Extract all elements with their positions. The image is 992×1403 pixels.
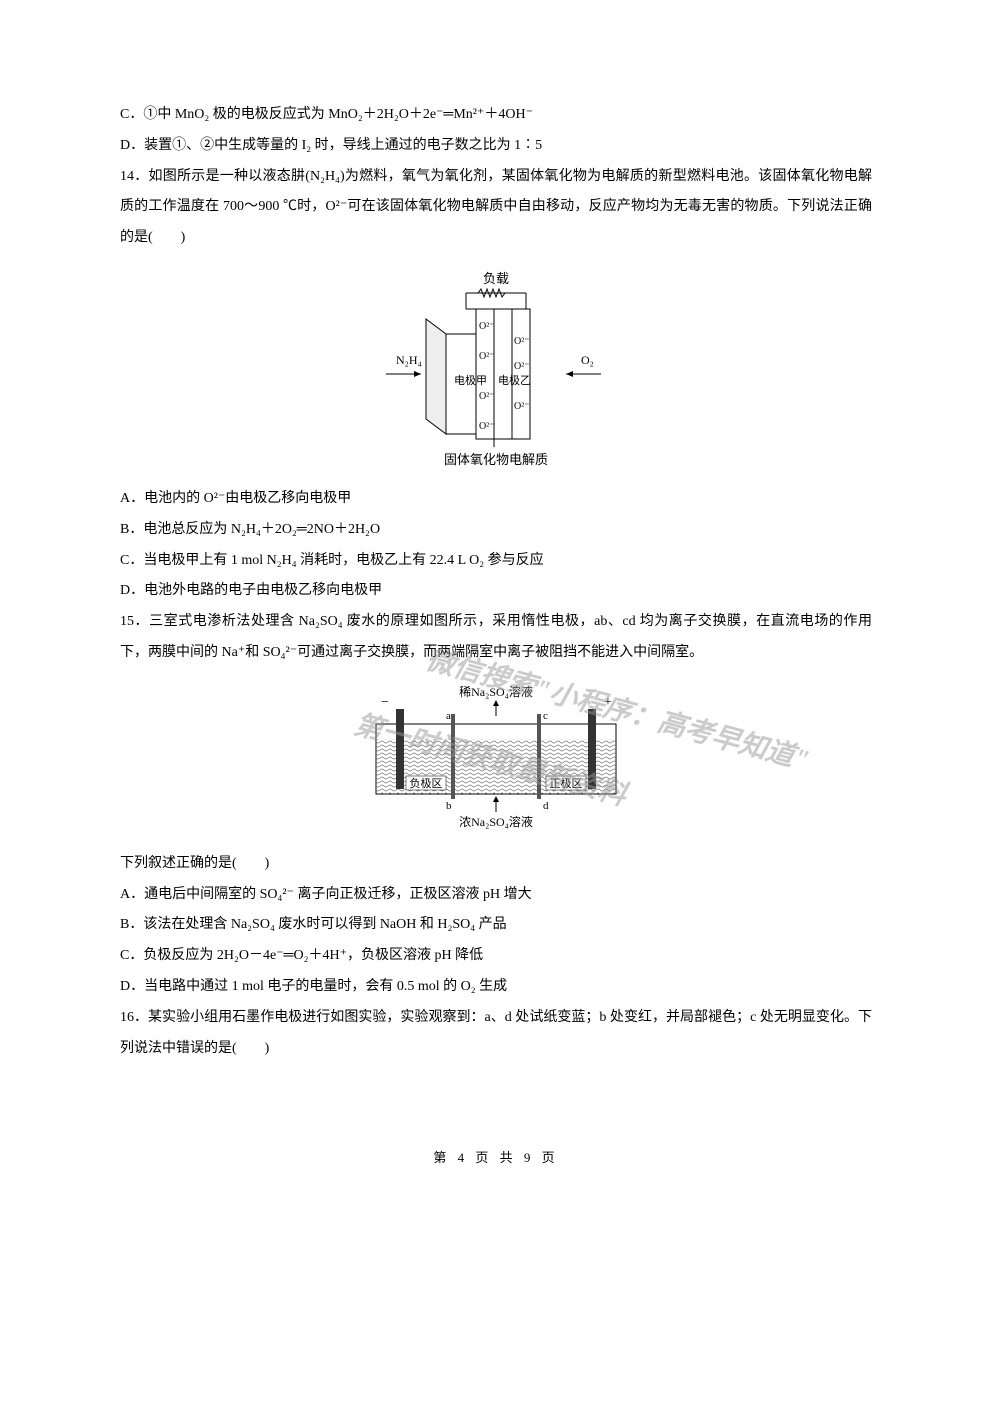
option-15a: A．通电后中间隔室的 SO₄²⁻ 离子向正极迁移，正极区溶液 pH 增大	[120, 880, 872, 911]
top-label: 稀Na₂SO₄溶液	[459, 684, 533, 699]
o2minus-6: O²⁻	[514, 361, 530, 372]
fuel-cell-diagram: 负载 N₂H₄ O₂ 电极甲 电极乙 O²⁻ O²⁻ O²⁻ O²⁻ O²⁻ O…	[366, 269, 626, 469]
question-15: 15．三室式电渗析法处理含 Na₂SO₄ 废水的原理如图所示，采用惰性电极，ab…	[120, 607, 872, 669]
option-14c: C．当电极甲上有 1 mol N₂H₄ 消耗时，电极乙上有 22.4 L O₂ …	[120, 546, 872, 577]
option-15c: C．负极反应为 2H₂O－4e⁻═O₂＋4H⁺，负极区溶液 pH 降低	[120, 941, 872, 972]
figure-2: 稀Na₂SO₄溶液 − + a b c d 负极区 正极区 浓Na₂SO₄溶液	[120, 684, 872, 834]
question-15-tail: 下列叙述正确的是( )	[120, 849, 872, 880]
figure-1: 负载 N₂H₄ O₂ 电极甲 电极乙 O²⁻ O²⁻ O²⁻ O²⁻ O²⁻ O…	[120, 269, 872, 469]
o2minus-4: O²⁻	[479, 421, 495, 432]
question-16: 16．某实验小组用石墨作电极进行如图实验，实验观察到：a、d 处试纸变蓝；b 处…	[120, 1003, 872, 1065]
option-13d: D．装置①、②中生成等量的 I₂ 时，导线上通过的电子数之比为 1∶5	[120, 131, 872, 162]
pos-zone: 正极区	[550, 776, 583, 790]
page-footer: 第 4 页 共 9 页	[120, 1144, 872, 1173]
option-13c: C．①中 MnO₂ 极的电极反应式为 MnO₂＋2H₂O＋2e⁻═Mn²⁺＋4O…	[120, 100, 872, 131]
label-a: a	[446, 710, 451, 722]
n2h4-label: N₂H₄	[396, 353, 422, 367]
option-14b: B．电池总反应为 N₂H₄＋2O₂═2NO＋2H₂O	[120, 515, 872, 546]
option-15b: B．该法在处理含 Na₂SO₄ 废水时可以得到 NaOH 和 H₂SO₄ 产品	[120, 910, 872, 941]
fig1-caption: 固体氧化物电解质	[444, 452, 548, 467]
option-14a: A．电池内的 O²⁻由电极乙移向电极甲	[120, 484, 872, 515]
option-14d: D．电池外电路的电子由电极乙移向电极甲	[120, 576, 872, 607]
o2minus-2: O²⁻	[479, 351, 495, 362]
o2minus-3: O²⁻	[479, 391, 495, 402]
option-15d: D．当电路中通过 1 mol 电子的电量时，会有 0.5 mol 的 O₂ 生成	[120, 972, 872, 1003]
label-c: c	[543, 710, 548, 722]
o2minus-5: O²⁻	[514, 336, 530, 347]
load-label: 负载	[483, 271, 509, 286]
minus-label: −	[381, 695, 389, 710]
plus-label: +	[604, 695, 612, 710]
label-d: d	[543, 800, 549, 812]
label-b: b	[446, 800, 452, 812]
o2minus-7: O²⁻	[514, 401, 530, 412]
o2minus-1: O²⁻	[479, 321, 495, 332]
neg-zone: 负极区	[410, 776, 443, 790]
elec-a-label: 电极甲	[454, 373, 487, 387]
o2-label: O₂	[581, 353, 594, 367]
question-14: 14．如图所示是一种以液态肼(N₂H₄)为燃料，氧气为氧化剂，某固体氧化物为电解…	[120, 162, 872, 254]
electrodialysis-diagram: 稀Na₂SO₄溶液 − + a b c d 负极区 正极区 浓Na₂SO₄溶液	[356, 684, 636, 834]
elec-b-label: 电极乙	[498, 373, 531, 387]
bottom-label: 浓Na₂SO₄溶液	[459, 814, 533, 829]
